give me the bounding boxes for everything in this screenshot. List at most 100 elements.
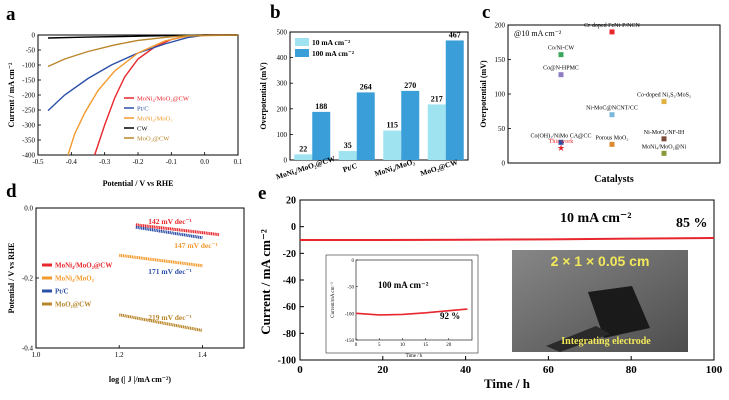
panel-d-series-line <box>135 223 220 237</box>
panel-b-legend-label: 100 mA cm⁻² <box>312 49 355 58</box>
panel-a-xtick-label: 0.1 <box>234 158 243 166</box>
panel-d-legend-label: MoNi₄/MoO₂ <box>55 275 94 283</box>
panel-b-bar-label: 217 <box>431 94 443 103</box>
panel-b-bar <box>427 104 446 160</box>
panel-d-xtick-label: 1.0 <box>32 351 41 359</box>
panel-e-ytick-label: -80 <box>283 329 296 340</box>
panel-a-series <box>47 34 239 156</box>
panel-label-d: d <box>6 181 17 202</box>
panel-b-legend-swatch <box>295 49 309 57</box>
panel-b-ticks: 0 100 200 300 400 500 <box>277 29 293 165</box>
panel-c-point <box>609 29 615 35</box>
panel-e-annotation: 10 mA cm⁻² <box>560 211 631 226</box>
panel-c-point <box>661 136 667 142</box>
panel-d-ticks: 1.0 1.2 1.4 0.0 -0.2 -0.4 <box>22 205 207 360</box>
panel-c-point <box>661 99 667 105</box>
panel-b-bar-label: 467 <box>449 30 461 39</box>
inset-retention: 92 % <box>440 311 460 321</box>
panel-a-ytick-label: -350 <box>22 137 35 145</box>
panel-d-series-line <box>135 225 203 240</box>
panel-a-ytick-label: -400 <box>22 152 35 160</box>
panel-a-legend-label: MoO₂@CW <box>137 136 170 143</box>
panel-a-ytick-label: -300 <box>22 122 35 130</box>
panel-a-xtick-label: -0.2 <box>132 158 144 166</box>
panel-b-bar-label: 22 <box>299 144 307 153</box>
panel-b-bar-label: 188 <box>315 102 327 111</box>
panel-b-bar-label: 264 <box>360 82 372 91</box>
panel-label-b: b <box>270 2 281 23</box>
panel-a-ticks: -0.5 -0.4 -0.3 -0.2 -0.1 0.0 0.1 0 -50 -100 -150 -2… <box>22 32 243 167</box>
photo-dimension-label: 2 × 1 × 0.05 cm <box>551 253 650 269</box>
panel-e-inset: 0 5 10 15 20 0 -50 -100 -150 100 mA cm⁻² 92 % Ti… <box>325 254 479 359</box>
inset-background <box>325 254 479 354</box>
inset-series-line <box>355 308 468 316</box>
inset-xtick-label: 5 <box>378 343 381 348</box>
inset-xlabel: Time / h <box>406 354 423 359</box>
panel-c-point <box>609 112 615 118</box>
panel-c-chart: 0 50 100 150 200 Cr-doped FeNi-P/NCN Co/Ni-CW… <box>479 22 721 185</box>
panel-c-point-star: ★ <box>557 143 565 153</box>
inset-xtick-label: 20 <box>446 343 452 348</box>
panel-c-point <box>558 139 564 145</box>
panel-c-ytick-label: 50 <box>498 125 506 133</box>
panel-d-xtick-label: 1.2 <box>115 351 124 359</box>
panel-c-point-label: Ni-MoC@NCNT/CC <box>586 106 638 112</box>
inset-xtick-label: 0 <box>355 343 358 348</box>
panel-c-point-label: Ni-MoO₂/NF-IH <box>644 130 685 136</box>
panel-b-legend: 10 mA cm⁻² 100 mA cm⁻² <box>295 38 355 58</box>
panel-d-xlabel: log (| J |/mA cm⁻²) <box>109 375 171 384</box>
panel-b-ytick-label: 200 <box>277 105 288 113</box>
panel-e-ytick-label: -60 <box>283 302 296 313</box>
panel-c-point-label: Cr-doped FeNi-P/NCN <box>584 23 640 29</box>
panel-c-ticks: 0 50 100 150 200 <box>495 22 511 168</box>
panel-c-point-label: Porous MoO₂ <box>596 135 629 141</box>
panel-label-a: a <box>6 4 16 25</box>
panel-d-ytick-label: 0.0 <box>24 205 33 213</box>
panel-c-point <box>558 52 564 58</box>
panel-a-xlabel: Potential / V vs RHE <box>103 179 174 188</box>
panel-b-ylabel: Overpotential (mV) <box>259 62 268 130</box>
panel-b-legend-label: 10 mA cm⁻² <box>312 38 351 47</box>
panel-e-ylabel: Current / mA cm⁻² <box>258 229 273 335</box>
panel-b-frame <box>289 31 469 161</box>
panel-e-ytick-label: -100 <box>278 356 296 367</box>
panel-b-bar <box>312 111 331 160</box>
panel-d-ytick-label: -0.4 <box>22 345 34 353</box>
panel-c-ytick-label: 100 <box>495 91 506 99</box>
panel-e-xtick-label: 20 <box>377 364 389 376</box>
panel-b-bar <box>401 90 420 160</box>
panel-b-ytick-label: 0 <box>284 157 288 165</box>
photo-caption: Integrating electrode <box>561 336 651 347</box>
panel-e-xtick-label: 100 <box>706 364 723 376</box>
panel-d-slope-label: 171 mV dec⁻¹ <box>148 267 192 276</box>
electrode-plate <box>588 286 650 338</box>
panel-a-legend-label: MoNi₄/MoO₂@CW <box>137 96 190 103</box>
panel-a-xtick-label: -0.5 <box>32 158 44 166</box>
panel-c-ytick-label: 0 <box>502 160 506 168</box>
panel-b-bar-label: 35 <box>344 141 352 150</box>
panel-c-points: Cr-doped FeNi-P/NCN Co/Ni-CW Co@N-HPMC Co-d… <box>530 23 691 156</box>
panel-c-xlabel: Catalysts <box>594 174 634 185</box>
panel-c-point-label: This work <box>549 139 574 145</box>
panel-d-legend-label: MoO₂@CW <box>55 301 91 309</box>
panel-a-legend-label: MoNi₄/MoO₂ <box>137 116 173 123</box>
panel-b-ytick-label: 400 <box>277 54 288 62</box>
panel-a-legend-label: CW <box>137 126 148 133</box>
panel-d-slope-label: 219 mV dec⁻¹ <box>148 313 192 322</box>
panel-c-point <box>609 141 615 147</box>
panel-b-legend-swatch <box>295 38 309 46</box>
panel-d-legend-label: MoNi₄/MoO₂@CW <box>55 262 112 270</box>
panel-b-bar <box>383 130 402 160</box>
panel-b-ytick-label: 500 <box>277 29 288 37</box>
panel-d-series: 142 mV dec⁻¹ 147 mV dec⁻¹ 171 mV dec⁻¹ 219 … <box>118 217 220 332</box>
panel-b-ytick-label: 300 <box>277 80 288 88</box>
panel-e-series <box>300 237 715 241</box>
panel-d-slope-label: 142 mV dec⁻¹ <box>148 217 192 226</box>
panel-e-xtick-label: 80 <box>626 364 638 376</box>
panel-b-bar <box>338 151 357 160</box>
panel-a-ytick-label: -50 <box>26 47 36 55</box>
panel-d-legend: MoNi₄/MoO₂@CW MoNi₄/MoO₂ Pt/C MoO₂@CW <box>42 262 112 309</box>
